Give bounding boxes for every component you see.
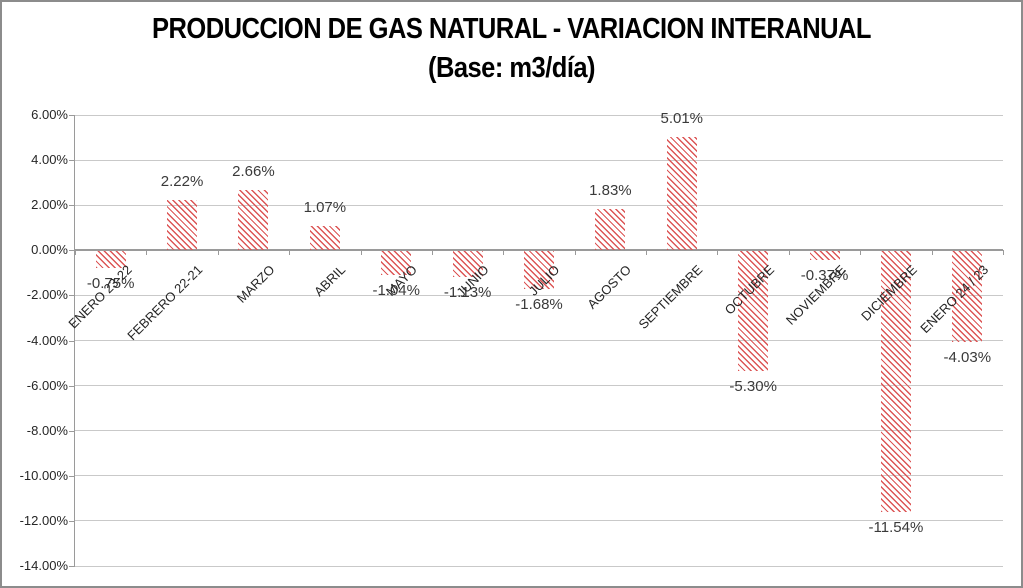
chart-title: PRODUCCION DE GAS NATURAL - VARIACION IN… (152, 13, 872, 45)
gridline-12-00 (75, 520, 1003, 522)
y-axis-tick (69, 205, 75, 207)
y-axis-tick-label: -4.00% (26, 332, 68, 348)
x-axis-tick (360, 250, 362, 256)
bar-value-label-noviembre: -0.37% (800, 266, 849, 284)
x-axis-tick (289, 250, 291, 256)
y-axis-line (74, 115, 75, 566)
chart-subtitle: (Base: m3/día) (427, 52, 596, 84)
bar-value-label-octubre: -5.30% (729, 377, 777, 395)
x-axis-tick (717, 250, 719, 256)
x-axis-tick (503, 250, 505, 256)
bar-enero-23-22 (95, 251, 126, 269)
gridline-6-00 (75, 385, 1003, 387)
bar-value-label-mayo: -1.04% (372, 281, 420, 299)
y-axis-tick (69, 115, 75, 116)
y-axis-tick-label: 6.00% (31, 107, 68, 122)
bar-value-label-enero-24-23: -4.03% (943, 349, 992, 367)
y-axis-tick-label: -6.00% (26, 377, 68, 393)
bar-noviembre (809, 251, 840, 260)
y-axis-tick (69, 520, 75, 522)
bar-value-label-junio: -1.13% (443, 283, 492, 301)
x-axis-line (75, 249, 1003, 252)
bar-value-label-febrero-22-21: 2.22% (160, 173, 204, 191)
bar-value-label-julio: -1.68% (515, 296, 563, 314)
gridline-14-00 (75, 565, 1003, 567)
y-axis-tick-label: 0.00% (31, 242, 68, 258)
bar-value-label-septiembre: 5.01% (660, 110, 704, 128)
bar-septiembre (666, 137, 697, 251)
bar-febrero-22-21 (167, 200, 198, 251)
y-axis-tick-label: 2.00% (31, 197, 68, 213)
x-axis-category-label-enero-23-22: ENERO 23-22 (64, 262, 135, 332)
y-axis-tick (69, 160, 75, 162)
bar-abril (309, 226, 340, 251)
x-axis-tick (146, 250, 148, 256)
x-axis-category-label-febrero-22-21: FEBRERO 22-21 (124, 262, 206, 344)
y-axis-tick (69, 385, 75, 387)
y-axis-tick-label: -8.00% (26, 422, 68, 438)
x-axis-category-label-abril: ABRIL (311, 262, 349, 300)
gridline-10-00 (75, 475, 1003, 477)
x-axis-tick (1003, 250, 1004, 256)
bar-octubre (738, 251, 769, 371)
bar-value-label-enero-23-22: -0.75% (86, 275, 135, 293)
y-axis-tick (69, 295, 75, 297)
x-axis-tick (431, 250, 433, 256)
y-axis-tick-label: -14.00% (19, 558, 68, 573)
gridline-2-00 (75, 294, 1003, 296)
x-axis-category-label-agosto: AGOSTO (584, 262, 634, 312)
y-axis-tick-label: 4.00% (31, 152, 68, 168)
bar-mayo (381, 251, 412, 275)
y-axis-tick-label: -12.00% (19, 512, 68, 528)
gridline-2-00 (75, 204, 1003, 206)
gridline-4-00 (75, 159, 1003, 161)
gridline-4-00 (75, 340, 1003, 341)
gridline-8-00 (75, 430, 1003, 432)
bar-junio (452, 251, 483, 277)
y-axis-tick-label: -10.00% (19, 467, 68, 483)
bar-value-label-diciembre: -11.54% (868, 518, 924, 536)
x-axis-category-label-septiembre: SEPTIEMBRE (635, 262, 706, 332)
y-axis-tick (69, 475, 75, 477)
x-axis-tick (646, 250, 648, 256)
x-axis-tick (217, 250, 219, 256)
y-axis-tick (69, 430, 75, 432)
bar-value-label-abril: 1.07% (303, 199, 347, 217)
x-axis-tick (574, 250, 576, 256)
y-axis-tick (69, 566, 75, 567)
bar-agosto (595, 209, 626, 251)
x-axis-category-label-marzo: MARZO (233, 262, 278, 306)
bar-julio (524, 251, 554, 290)
y-axis-tick (69, 340, 75, 342)
x-axis-tick (931, 250, 933, 256)
bar-value-label-agosto: 1.83% (589, 182, 632, 200)
bar-enero-24-23 (952, 251, 983, 343)
bar-marzo (238, 190, 269, 251)
bar-diciembre (880, 251, 911, 512)
gridline-6-00 (75, 114, 1003, 116)
x-axis-tick (788, 250, 790, 256)
y-axis-tick (69, 250, 75, 252)
x-axis-tick (75, 250, 76, 256)
bar-value-label-marzo: 2.66% (232, 163, 275, 181)
y-axis-tick-label: -2.00% (26, 287, 68, 303)
x-axis-tick (860, 250, 862, 256)
